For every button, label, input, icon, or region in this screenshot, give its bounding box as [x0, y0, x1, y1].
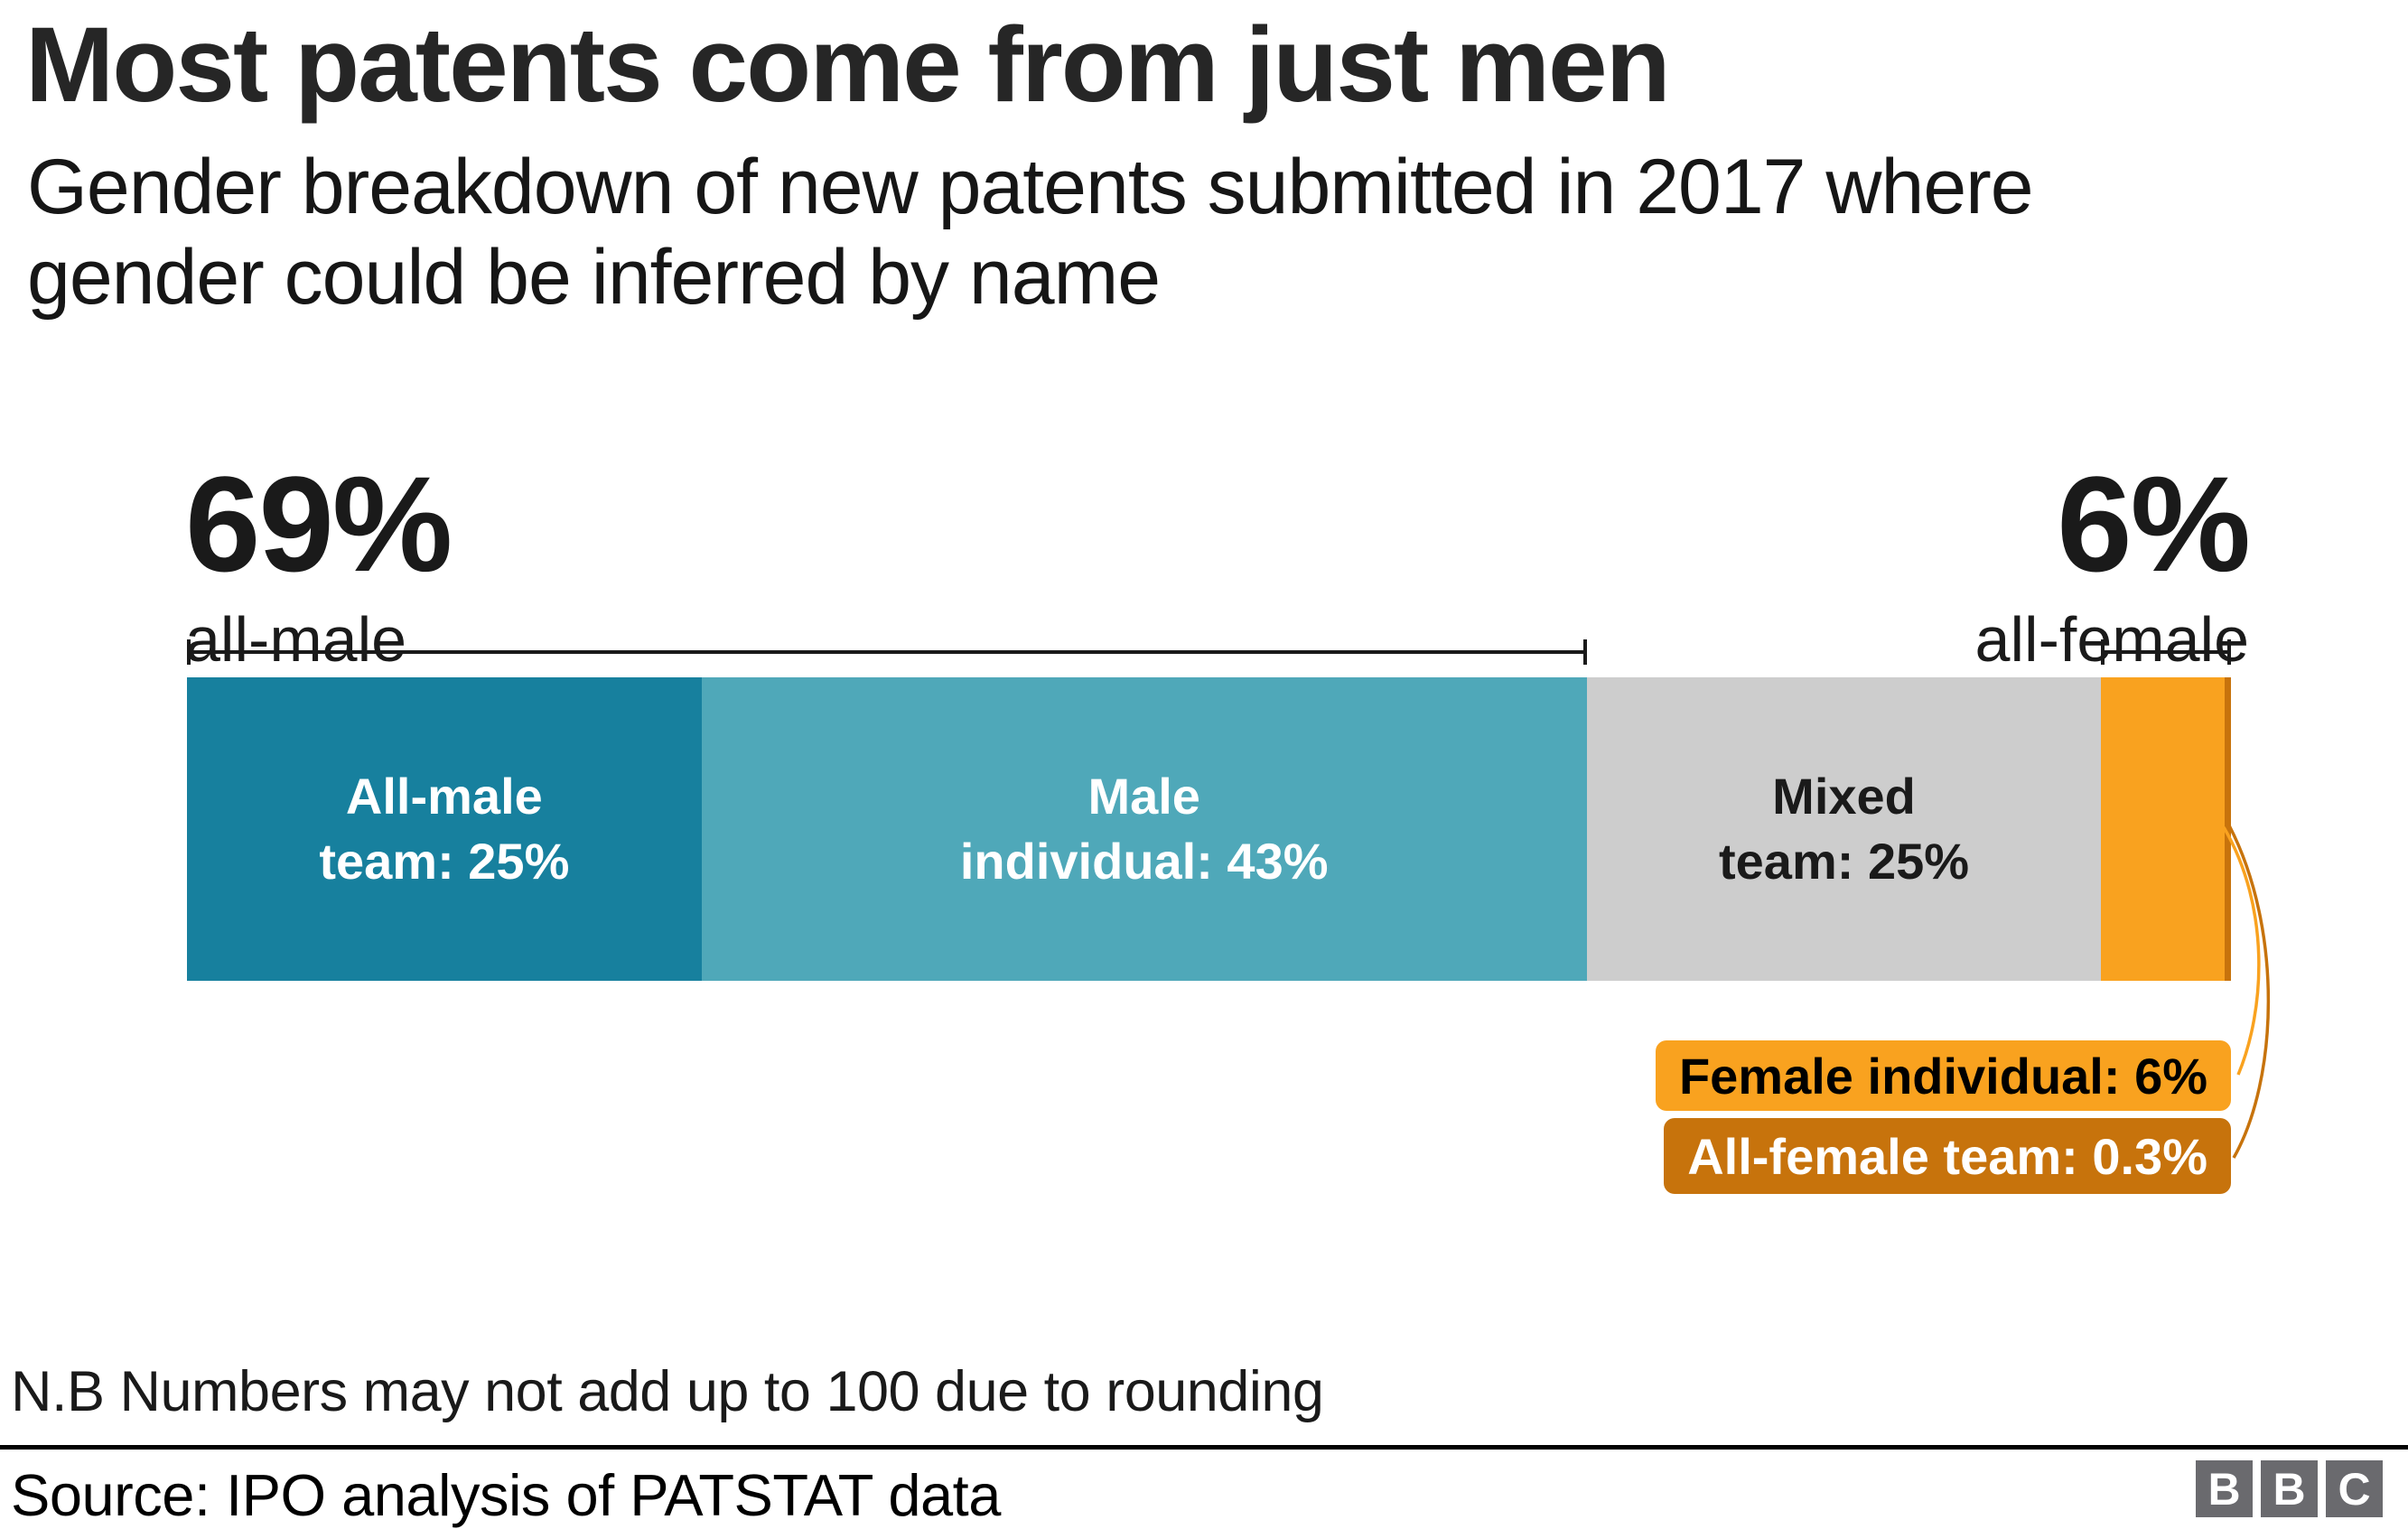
stacked-bar: All-male team: 25% Male individual: 43% Mixe… [187, 677, 2231, 981]
subtitle-line-2: gender could be inferred by name [27, 233, 1161, 321]
annotation-all-female-label: all-female [1974, 604, 2249, 675]
bar-segment-all-male-team: All-male team: 25% [187, 677, 702, 981]
bar-segment-label-line2: team: 25% [319, 833, 570, 890]
bbc-logo-letter: C [2338, 1463, 2371, 1515]
annotation-all-female: 6% all-female [1974, 448, 2251, 675]
bar-segment-label: All-male team: 25% [319, 764, 569, 893]
bbc-logo-square-3: C [2326, 1460, 2383, 1517]
bar-segment-label-line1: Male [1087, 768, 1200, 825]
page-title: Most patents come from just men [25, 5, 1671, 125]
callout-all-female-team-label: All-female team: 0.3% [1687, 1127, 2207, 1185]
bbc-logo-square-1: B [2196, 1460, 2253, 1517]
bracket-all-female [2101, 639, 2231, 665]
bar-segment-female-individual [2101, 677, 2226, 981]
bar-segment-mixed-team: Mixed team: 25% [1586, 677, 2102, 981]
annotation-all-male-label: all-male [185, 604, 407, 675]
bar-segment-label-line1: All-male [345, 768, 543, 825]
bbc-logo-square-2: B [2261, 1460, 2318, 1517]
bbc-logo-letter: B [2207, 1463, 2241, 1515]
callout-female-individual: Female individual: 6% [1655, 1040, 2231, 1111]
bracket-line [187, 650, 1587, 654]
source-credit: Source: IPO analysis of PATSTAT data [11, 1462, 1001, 1528]
connector-all-female-team [2227, 825, 2271, 1159]
bar-segment-label-line2: individual: 43% [959, 833, 1329, 890]
bbc-logo-letter: B [2273, 1463, 2306, 1515]
annotation-all-female-value: 6% [2057, 448, 2251, 600]
callout-all-female-team: All-female team: 0.3% [1664, 1118, 2231, 1194]
footnote: N.B Numbers may not add up to 100 due to… [11, 1360, 1324, 1423]
bar-segment-male-individual: Male individual: 43% [701, 677, 1587, 981]
bar-segment-label: Mixed team: 25% [1719, 764, 1969, 893]
bar-segment-label-line1: Mixed [1772, 768, 1916, 825]
bbc-logo: B B C [2196, 1460, 2383, 1517]
annotation-all-male-value: 69% [185, 448, 453, 600]
page-subtitle: Gender breakdown of new patents submitte… [27, 143, 2034, 323]
bracket-line [2101, 650, 2231, 654]
bar-segment-all-female-team [2225, 677, 2231, 981]
annotation-all-male: 69% all-male [185, 448, 453, 675]
bracket-tick-right [2227, 639, 2231, 665]
callout-female-individual-label: Female individual: 6% [1678, 1047, 2207, 1105]
bracket-all-male [187, 639, 1587, 665]
subtitle-line-1: Gender breakdown of new patents submitte… [27, 144, 2034, 230]
bar-segment-label: Male individual: 43% [960, 764, 1329, 893]
bar-segment-label-line2: team: 25% [1719, 833, 1970, 890]
footer-divider [0, 1445, 2408, 1450]
bracket-tick-right [1583, 639, 1587, 665]
